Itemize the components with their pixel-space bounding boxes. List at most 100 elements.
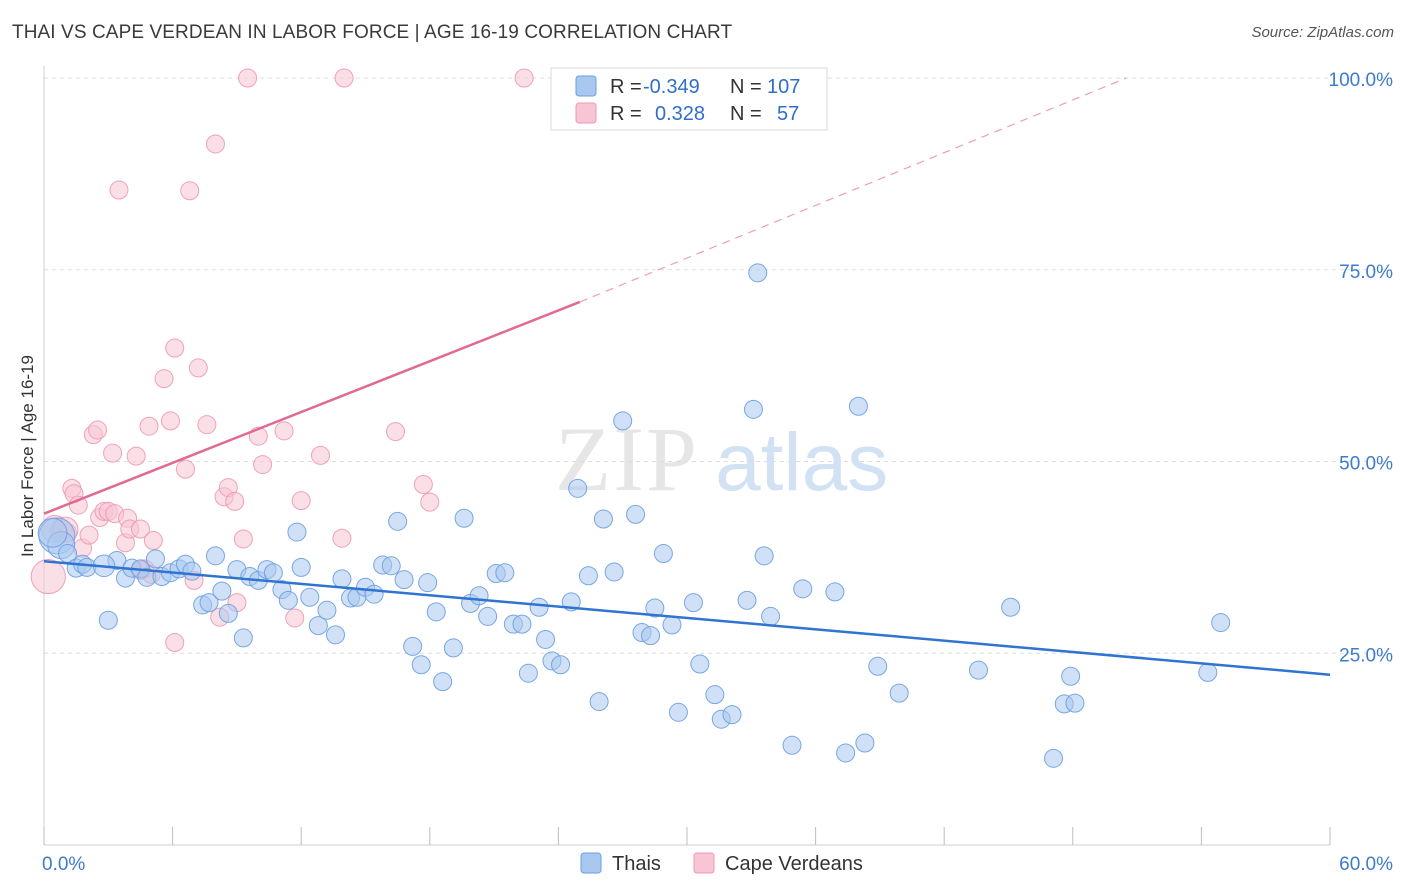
thai-point [287,522,307,542]
thai-point [593,509,613,529]
thai-point [495,563,515,583]
thai-point [433,672,453,692]
bottom-legend-cv-swatch [693,852,715,874]
cape-verdean-point [386,422,406,442]
thai-points [37,263,1231,768]
thai-point [364,584,384,604]
thai-point [705,685,725,705]
thai-point [394,570,414,590]
cape-verdean-point [420,492,440,512]
thai-point [737,590,757,610]
thai-point [626,504,646,524]
thai-point [529,597,549,617]
x-tick-label: 0.0% [42,854,85,875]
thai-point [381,556,401,576]
cape-verdean-point [160,411,180,431]
cape-verdean-point [238,68,258,88]
thai-point [512,614,532,634]
axes [43,66,1331,846]
thai-point [668,702,688,722]
thai-point [212,581,232,601]
cape-verdean-point [233,529,253,549]
thai-point [1061,666,1081,686]
thai-point [968,660,988,680]
thai-point [1198,662,1218,682]
thai-point [291,557,311,577]
legend-cv-r-label: R = [610,103,642,125]
y-tick-label: 100.0% [1329,70,1394,91]
thai-point [325,625,345,645]
thai-point [233,628,253,648]
cape-verdean-point [310,445,330,465]
thai-point [418,573,438,593]
thai-point [518,663,538,683]
cape-verdean-point [130,519,150,539]
thai-point [478,606,498,626]
thai-point [743,399,763,419]
cape-verdean-point [188,358,208,378]
thai-point [536,629,556,649]
legend-cv-swatch [575,102,597,124]
cape-verdean-point [165,338,185,358]
cape-verdean-trend-extension [579,77,1127,303]
thai-point [182,561,202,581]
thai-point [551,655,571,675]
thai-point [1211,613,1231,633]
series-legend: Thais Cape Verdeans [580,852,863,875]
thai-point [1001,597,1021,617]
thai-point [37,517,68,548]
x-tick-labels: 0.0% 60.0% [42,854,1393,875]
y-tick-label: 50.0% [1339,454,1393,475]
cape-verdean-point [103,443,123,463]
watermark-atlas: atlas [715,417,888,508]
thai-point [690,654,710,674]
thai-point [426,602,446,622]
cape-verdean-point [126,446,146,466]
thai-point [848,396,868,416]
cape-verdean-point [285,608,305,628]
cape-verdean-point [197,415,217,435]
thai-point [641,626,661,646]
trend-lines [43,77,1331,676]
cape-verdean-point [30,558,66,595]
cape-verdean-point [291,491,311,511]
thai-point [317,600,337,620]
thai-point [199,593,219,613]
cape-verdean-point [225,491,245,511]
thai-point [411,655,431,675]
thai-point [855,733,875,753]
thai-trend-line [43,559,1331,676]
thai-point [578,566,598,586]
legend-cv-r-value: 0.328 [655,103,705,125]
thai-point [604,562,624,582]
cape-verdean-point [180,181,200,201]
source-label: Source: ZipAtlas.com [1251,24,1394,41]
bottom-legend-thai-label: Thais [612,853,661,875]
grid-lines [44,77,1392,654]
thai-point [683,593,703,613]
y-tick-label: 75.0% [1339,262,1393,283]
cape-verdean-point [165,633,185,653]
thai-point [300,587,320,607]
legend-cv-n-label: N = [730,103,762,125]
thai-point [836,743,856,763]
cape-verdean-point [514,68,534,88]
bottom-legend-thai-swatch [580,852,602,874]
thai-point [761,606,781,626]
legend-thai-r-label: R = [610,76,642,98]
cape-verdean-point [175,459,195,479]
cape-verdean-point [205,134,225,154]
cape-verdean-point [332,528,352,548]
cape-verdean-point [143,531,163,551]
thai-point [568,478,588,498]
cape-verdean-point [139,416,159,436]
thai-point [278,590,298,610]
cape-verdean-trend-line [43,300,581,515]
thai-point [613,411,633,431]
thai-point [793,579,813,599]
y-axis-label: In Labor Force | Age 16-19 [18,355,37,557]
y-tick-label: 25.0% [1339,645,1393,666]
legend-thai-n-value: 107 [767,76,800,98]
chart-title: THAI VS CAPE VERDEAN IN LABOR FORCE | AG… [12,22,733,43]
